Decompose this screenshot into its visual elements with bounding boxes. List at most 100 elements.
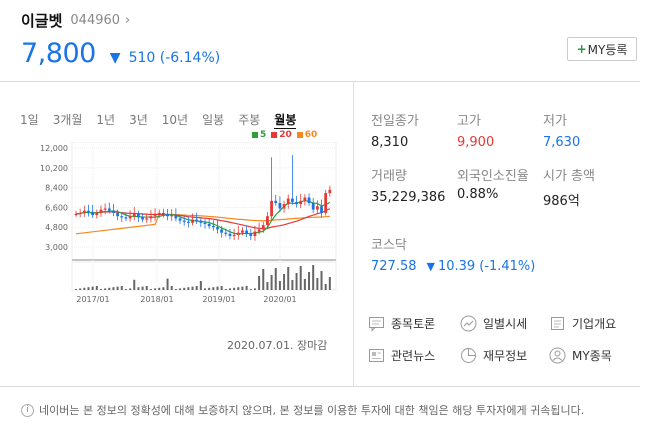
volume-bar — [87, 287, 90, 290]
volume-bar — [112, 287, 115, 290]
candle-body — [157, 212, 161, 216]
candle-body — [191, 219, 194, 223]
tab-1y[interactable]: 1년 — [96, 113, 116, 127]
volume-bar — [149, 289, 152, 290]
candle-body — [211, 226, 215, 228]
volume-bar — [99, 289, 102, 290]
volume-bar — [216, 286, 219, 290]
x-tick-label: 2019/01 — [202, 295, 235, 304]
volume-bar — [270, 275, 273, 290]
candle-body — [120, 216, 124, 218]
price-row: 7,800 ▼ 510 (-6.14%) — [21, 38, 637, 69]
candle-body — [282, 204, 286, 209]
volume-bar — [212, 287, 215, 290]
volume-bar — [91, 286, 94, 290]
x-tick-label: 2017/01 — [76, 295, 109, 304]
current-price: 7,800 — [21, 38, 96, 69]
volume-bar — [137, 287, 140, 290]
tab-10y[interactable]: 10년 — [161, 113, 189, 127]
candle-body — [307, 197, 311, 203]
tab-daily[interactable]: 일봉 — [202, 113, 225, 127]
volume-bar — [316, 278, 319, 290]
volume-bar — [170, 286, 173, 290]
price-change: 510 (-6.14%) — [128, 50, 221, 66]
volume-bar — [328, 277, 331, 290]
volume-bar — [158, 287, 161, 290]
link-my-stocks[interactable]: MY종목 — [549, 347, 612, 364]
candle-body — [74, 214, 78, 216]
trend-icon — [460, 315, 477, 332]
candle-body — [182, 220, 186, 222]
tab-1d[interactable]: 1일 — [20, 113, 39, 127]
kosdaq-label[interactable]: 코스닥 — [371, 238, 407, 253]
pie-chart-icon — [461, 348, 476, 363]
tab-3m[interactable]: 3개월 — [52, 113, 83, 127]
volume-bar — [199, 281, 202, 290]
kosdaq-row: 727.58 ▼ 10.39 (-1.41%) — [371, 259, 535, 274]
mcap-label: 시가 총액 — [543, 169, 595, 184]
candle-body — [78, 212, 82, 215]
volume-bar — [262, 269, 265, 290]
candle-body — [116, 212, 120, 217]
chart-date: 2020.07.01. 장마감 — [227, 339, 328, 352]
link-discussion[interactable]: 종목토론 — [368, 315, 435, 332]
candle-body — [320, 206, 323, 213]
volume-bar — [303, 279, 306, 290]
link-daily-price-label: 일별시세 — [483, 317, 528, 331]
high-value: 9,900 — [457, 135, 495, 150]
info-icon: i — [21, 403, 34, 417]
candle-body — [103, 208, 107, 210]
legend-ma5: 5 — [252, 130, 266, 140]
volume-bar — [183, 287, 186, 290]
candle-body — [224, 232, 228, 234]
add-my-stock-button[interactable]: + MY등록 — [567, 37, 637, 61]
legend-ma60: 60 — [296, 130, 317, 140]
candle-body — [128, 216, 132, 219]
volume-bar — [241, 286, 244, 290]
candle-body — [315, 206, 319, 210]
candle-body — [216, 227, 219, 230]
link-company-overview[interactable]: 기업개요 — [549, 315, 616, 332]
y-tick-label: 4,800 — [45, 223, 68, 232]
volume-bar — [174, 289, 177, 290]
volume-bar — [220, 286, 223, 290]
y-tick-label: 12,000 — [40, 144, 68, 153]
prev-close-block: 전일종가 8,310 — [371, 110, 419, 150]
link-daily-price[interactable]: 일별시세 — [460, 315, 527, 332]
tab-monthly[interactable]: 월봉 — [274, 113, 297, 129]
kosdaq-change: 10.39 — [437, 259, 476, 274]
x-tick-label: 2018/01 — [140, 295, 173, 304]
candle-body — [207, 223, 211, 227]
high-label: 고가 — [457, 114, 481, 129]
add-my-stock-label: MY등록 — [587, 42, 628, 57]
foreign-label: 외국인소진율 — [457, 169, 529, 184]
volume-bar — [79, 288, 82, 290]
volume-bar — [154, 288, 157, 290]
volume-bar — [108, 287, 111, 290]
link-news[interactable]: 관련뉴스 — [368, 347, 435, 364]
volume-bar — [104, 288, 107, 290]
low-block: 저가 7,630 — [543, 110, 580, 150]
kosdaq-value: 727.58 — [371, 259, 417, 274]
volume-bar — [166, 278, 169, 290]
volume-bar — [324, 284, 327, 290]
title-row: 이글벳 044960 › — [21, 10, 637, 30]
stock-name[interactable]: 이글벳 — [21, 11, 63, 30]
link-financials[interactable]: 재무정보 — [460, 347, 527, 364]
volume-bar — [208, 287, 211, 290]
volume-label: 거래량 — [371, 169, 407, 184]
volume-bar — [245, 286, 248, 290]
candle-body — [261, 225, 265, 230]
volume-bar — [224, 289, 227, 290]
candle-body — [203, 222, 207, 224]
prev-close-value: 8,310 — [371, 135, 409, 150]
link-discussion-label: 종목토론 — [391, 317, 436, 331]
volume-bar — [83, 287, 86, 290]
kosdaq-pct: (-1.41%) — [479, 259, 536, 274]
tab-weekly[interactable]: 주봉 — [238, 113, 261, 127]
volume-block: 거래량 35,229,386 — [371, 165, 445, 205]
low-value: 7,630 — [543, 135, 581, 150]
tab-3y[interactable]: 3년 — [129, 113, 148, 127]
price-chart[interactable]: 12,000 10,200 8,400 6,600 4,800 3,000 2017/01… — [20, 142, 338, 322]
chevron-right-icon[interactable]: › — [125, 12, 131, 28]
